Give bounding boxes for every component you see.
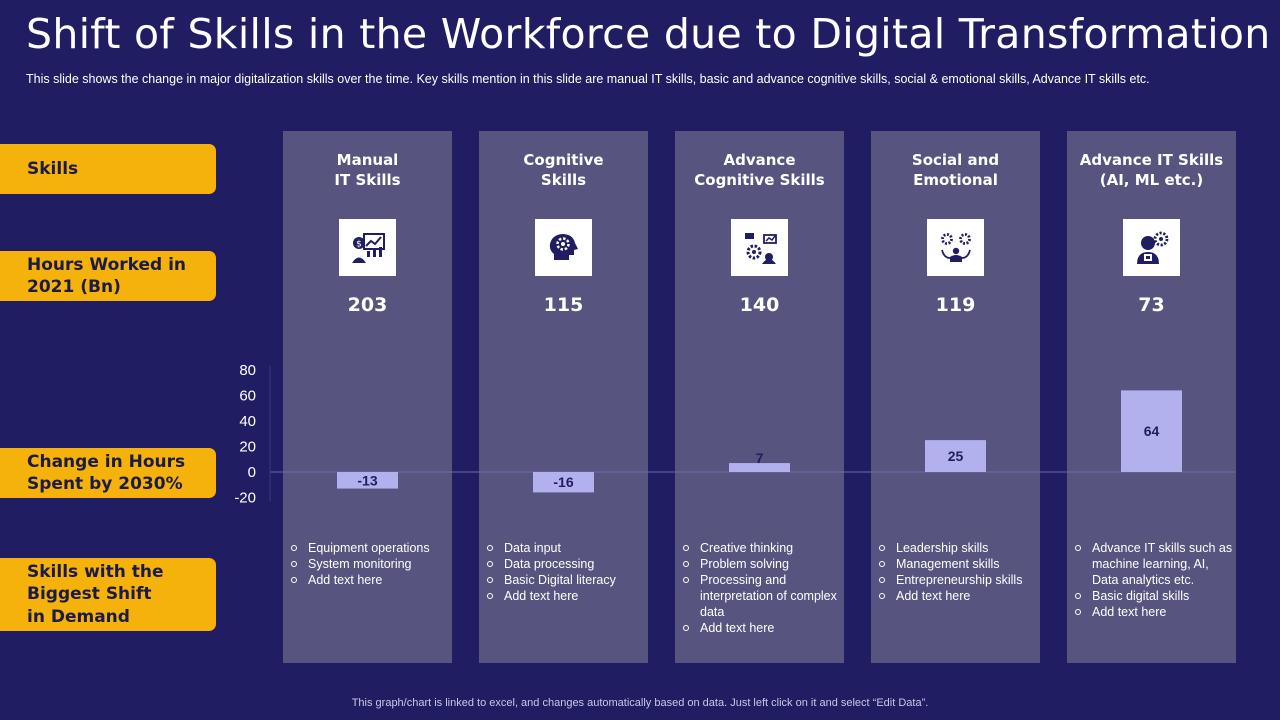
- head-gear-icon: [535, 219, 592, 276]
- skills-bullet-list: Leadership skills Management skills Entrep…: [877, 540, 1037, 604]
- skill-column-title: Social and Emotional: [911, 151, 1000, 189]
- svg-text:$: $: [356, 239, 362, 249]
- skill-bullet-item: Processing and interpretation of complex…: [681, 572, 841, 620]
- person-gears-icon: [927, 219, 984, 276]
- skill-column: Social and Emotional 119 Leadership skills…: [871, 131, 1040, 663]
- skill-column-title: Advance IT Skills (AI, ML etc.): [1079, 151, 1224, 189]
- row-label-change: Change in Hours Spent by 2030%: [0, 448, 216, 498]
- y-tick-label: -20: [234, 490, 256, 507]
- skill-bullet-item: Entrepreneurship skills: [877, 572, 1037, 588]
- gears-presentation-icon: [731, 219, 788, 276]
- skill-column: Manual IT Skills $203 Equipment operations…: [283, 131, 452, 663]
- skill-bullet-item: Add text here: [1073, 604, 1233, 620]
- row-label-shift: Skills with the Biggest Shift in Demand: [0, 558, 216, 631]
- skill-column: Advance IT Skills (AI, ML etc.) 73 Advance…: [1067, 131, 1236, 663]
- bar-value-label: -13: [357, 472, 377, 488]
- y-tick-label: 20: [239, 439, 256, 456]
- skill-bullet-item: Problem solving: [681, 556, 841, 572]
- skill-bullet-item: Basic digital skills: [1073, 588, 1233, 604]
- hours-worked-value: 140: [739, 294, 780, 316]
- skill-column-title: Advance Cognitive Skills: [694, 151, 825, 189]
- y-tick-label: 60: [239, 388, 256, 405]
- skills-bullet-list: Advance IT skills such as machine learni…: [1073, 540, 1233, 620]
- skills-bullet-list: Creative thinking Problem solving Processi…: [681, 540, 841, 636]
- skill-column: Advance Cognitive Skills 140 Creative thin…: [675, 131, 844, 663]
- change-bar: [729, 463, 790, 472]
- skill-bullet-item: Data input: [485, 540, 645, 556]
- skill-bullet-item: Equipment operations: [289, 540, 449, 556]
- change-bar: [337, 472, 398, 489]
- skill-bullet-item: Leadership skills: [877, 540, 1037, 556]
- row-label-skills: Skills: [0, 144, 216, 194]
- skill-bullet-item: System monitoring: [289, 556, 449, 572]
- skill-column-title: Cognitive Skills: [523, 151, 604, 189]
- skill-column: Cognitive Skills 115 Data input Data proces…: [479, 131, 648, 663]
- y-tick-label: 0: [248, 464, 256, 481]
- skill-bullet-item: Advance IT skills such as machine learni…: [1073, 540, 1233, 588]
- bar-value-label: -16: [553, 474, 573, 490]
- bar-value-label: 7: [756, 450, 764, 466]
- y-tick-label: 40: [239, 413, 256, 430]
- skill-bullet-item: Basic Digital literacy: [485, 572, 645, 588]
- row-label-hours: Hours Worked in 2021 (Bn): [0, 251, 216, 301]
- skill-bullet-item: Add text here: [485, 588, 645, 604]
- skill-bullet-item: Management skills: [877, 556, 1037, 572]
- skill-bullet-item: Add text here: [681, 620, 841, 636]
- hours-worked-value: 119: [935, 294, 976, 316]
- hours-worked-value: 73: [1138, 294, 1165, 316]
- page-subtitle: This slide shows the change in major dig…: [26, 72, 1150, 86]
- bar-value-label: 64: [1144, 423, 1160, 439]
- change-bar: [925, 440, 986, 472]
- skill-bullet-item: Add text here: [877, 588, 1037, 604]
- change-bar: [1121, 390, 1182, 472]
- skills-bullet-list: Data input Data processing Basic Digital l…: [485, 540, 645, 604]
- hours-worked-value: 115: [543, 294, 584, 316]
- skill-bullet-item: Creative thinking: [681, 540, 841, 556]
- money-chart-person-icon: $: [339, 219, 396, 276]
- skill-column-title: Manual IT Skills: [334, 151, 401, 189]
- skills-bullet-list: Equipment operations System monitoring Add…: [289, 540, 449, 588]
- footer-note: This graph/chart is linked to excel, and…: [351, 697, 929, 709]
- y-tick-label: 80: [239, 362, 256, 379]
- change-bar: [533, 472, 594, 493]
- skill-bullet-item: Add text here: [289, 572, 449, 588]
- bar-value-label: 25: [948, 448, 964, 464]
- ai-robot-person-icon: [1123, 219, 1180, 276]
- page-title: Shift of Skills in the Workforce due to …: [26, 10, 1271, 58]
- hours-worked-value: 203: [347, 294, 388, 316]
- skill-bullet-item: Data processing: [485, 556, 645, 572]
